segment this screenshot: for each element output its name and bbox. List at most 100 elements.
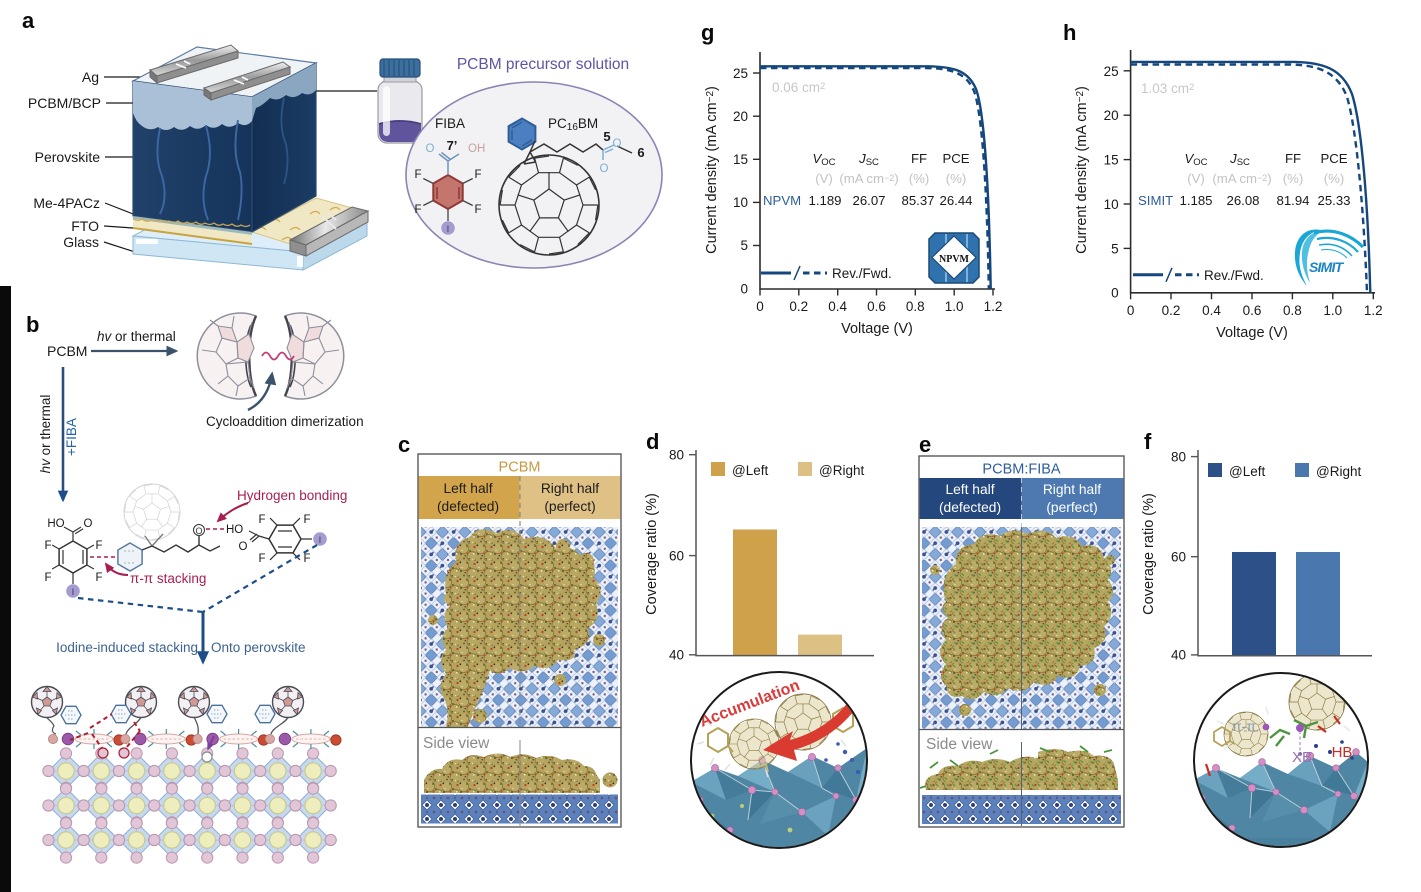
svg-text:O: O bbox=[600, 163, 609, 175]
svg-text:@Left: @Left bbox=[1229, 464, 1265, 479]
svg-text:F: F bbox=[474, 204, 481, 216]
svg-text:40: 40 bbox=[669, 648, 684, 663]
svg-text:(V): (V) bbox=[815, 171, 833, 186]
svg-text:h: h bbox=[1063, 20, 1076, 45]
svg-text:7’: 7’ bbox=[447, 138, 458, 153]
svg-text:Left half: Left half bbox=[443, 481, 492, 496]
svg-text:6: 6 bbox=[637, 145, 644, 160]
svg-text:Onto perovskite: Onto perovskite bbox=[211, 640, 306, 655]
svg-text:0.8: 0.8 bbox=[1283, 303, 1302, 318]
svg-text:@Right: @Right bbox=[1316, 464, 1361, 479]
svg-text:Current density (mA cm−2): Current density (mA cm−2) bbox=[1074, 86, 1090, 254]
svg-text:Right half: Right half bbox=[1043, 482, 1101, 497]
svg-text:1.03 cm2: 1.03 cm2 bbox=[1141, 81, 1194, 96]
svg-text:Right half: Right half bbox=[541, 481, 599, 496]
svg-text:Perovskite: Perovskite bbox=[35, 149, 101, 165]
svg-text:Side view: Side view bbox=[926, 736, 993, 753]
svg-text:FTO: FTO bbox=[71, 218, 99, 234]
svg-text:(%): (%) bbox=[1324, 171, 1345, 186]
svg-text:80: 80 bbox=[669, 448, 684, 463]
svg-text:JSC: JSC bbox=[858, 151, 879, 168]
svg-text:40: 40 bbox=[1171, 648, 1186, 663]
svg-text:Left half: Left half bbox=[945, 482, 994, 497]
svg-text:(mA cm−2): (mA cm−2) bbox=[1212, 171, 1271, 186]
svg-text:PCBM precursor solution: PCBM precursor solution bbox=[457, 56, 629, 73]
svg-text:20: 20 bbox=[1104, 108, 1119, 123]
svg-text:PCBM: PCBM bbox=[499, 460, 541, 476]
svg-text:26.08: 26.08 bbox=[1226, 193, 1259, 208]
svg-text:+FIBA: +FIBA bbox=[64, 418, 79, 456]
svg-text:26.07: 26.07 bbox=[852, 193, 885, 208]
svg-text:XB: XB bbox=[1292, 749, 1312, 766]
svg-text:F: F bbox=[303, 553, 310, 565]
svg-text:F: F bbox=[95, 572, 102, 584]
svg-text:Cycloaddition dimerization: Cycloaddition dimerization bbox=[206, 414, 364, 429]
svg-text:a: a bbox=[22, 8, 35, 33]
svg-text:FF: FF bbox=[911, 151, 927, 166]
svg-text:O: O bbox=[426, 143, 435, 155]
svg-text:60: 60 bbox=[1171, 550, 1186, 565]
svg-text:I: I bbox=[72, 587, 75, 598]
svg-text:26.44: 26.44 bbox=[939, 193, 972, 208]
svg-text:85.37: 85.37 bbox=[901, 193, 934, 208]
svg-text:0.2: 0.2 bbox=[1162, 303, 1181, 318]
svg-text:(perfect): (perfect) bbox=[1046, 500, 1097, 515]
svg-text:I: I bbox=[319, 535, 322, 546]
svg-text:Iodine-induced stacking: Iodine-induced stacking bbox=[56, 640, 198, 655]
svg-text:Glass: Glass bbox=[63, 234, 99, 250]
svg-text:15: 15 bbox=[1104, 153, 1119, 168]
svg-text:1.0: 1.0 bbox=[945, 299, 964, 314]
svg-text:Side view: Side view bbox=[423, 735, 490, 752]
svg-text:81.94: 81.94 bbox=[1276, 193, 1309, 208]
svg-text:25.33: 25.33 bbox=[1317, 193, 1350, 208]
svg-text:0.06 cm2: 0.06 cm2 bbox=[772, 80, 825, 95]
svg-text:F: F bbox=[414, 169, 421, 181]
svg-text:5: 5 bbox=[603, 129, 610, 144]
svg-text:SIMIT: SIMIT bbox=[1309, 259, 1345, 275]
svg-text:VOC: VOC bbox=[812, 151, 835, 168]
svg-text:F: F bbox=[44, 572, 51, 584]
svg-text:Me-4PACz: Me-4PACz bbox=[33, 195, 100, 211]
svg-text:hv or thermal: hv or thermal bbox=[38, 395, 53, 474]
svg-text:PCBM/BCP: PCBM/BCP bbox=[28, 95, 101, 111]
svg-text:0.2: 0.2 bbox=[789, 299, 808, 314]
svg-text:FIBA: FIBA bbox=[435, 116, 465, 131]
svg-text:O: O bbox=[239, 541, 248, 553]
svg-text:60: 60 bbox=[669, 549, 684, 564]
svg-text:@Right: @Right bbox=[819, 463, 864, 478]
svg-text:PCBM: PCBM bbox=[47, 343, 87, 359]
svg-text:c: c bbox=[398, 432, 410, 457]
svg-text:f: f bbox=[1144, 429, 1152, 454]
svg-text:10: 10 bbox=[1104, 197, 1119, 212]
svg-text:O: O bbox=[84, 518, 93, 530]
svg-text:80: 80 bbox=[1171, 450, 1186, 465]
svg-text:PCBM:FIBA: PCBM:FIBA bbox=[982, 462, 1060, 478]
svg-text:NPVM: NPVM bbox=[939, 254, 970, 265]
svg-text:5: 5 bbox=[1111, 241, 1119, 256]
svg-text:25: 25 bbox=[733, 66, 748, 81]
svg-text:(%): (%) bbox=[946, 171, 967, 186]
svg-text:25: 25 bbox=[1104, 64, 1119, 79]
svg-text:F: F bbox=[258, 514, 265, 526]
svg-text:Rev./Fwd.: Rev./Fwd. bbox=[1204, 268, 1264, 283]
svg-text:F: F bbox=[258, 553, 265, 565]
svg-text:JSC: JSC bbox=[1229, 151, 1250, 168]
svg-text:0.6: 0.6 bbox=[867, 299, 886, 314]
svg-text:Current density (mA cm−2): Current density (mA cm−2) bbox=[704, 86, 720, 254]
svg-text:PC16BM: PC16BM bbox=[548, 116, 598, 133]
svg-text:g: g bbox=[701, 20, 714, 45]
svg-text:(%): (%) bbox=[909, 171, 930, 186]
svg-text:20: 20 bbox=[733, 109, 748, 124]
svg-text:F: F bbox=[95, 540, 102, 552]
svg-text:SIMIT: SIMIT bbox=[1138, 193, 1173, 208]
svg-text:NPVM: NPVM bbox=[763, 193, 801, 208]
svg-text:0: 0 bbox=[756, 299, 764, 314]
svg-text:5: 5 bbox=[740, 238, 748, 253]
svg-text:1.2: 1.2 bbox=[1364, 303, 1383, 318]
svg-text:F: F bbox=[303, 514, 310, 526]
svg-text:OH: OH bbox=[468, 143, 485, 155]
svg-text:F: F bbox=[414, 204, 421, 216]
svg-text:hv or thermal: hv or thermal bbox=[97, 329, 176, 344]
svg-text:(perfect): (perfect) bbox=[544, 499, 595, 514]
svg-text:(V): (V) bbox=[1187, 171, 1205, 186]
